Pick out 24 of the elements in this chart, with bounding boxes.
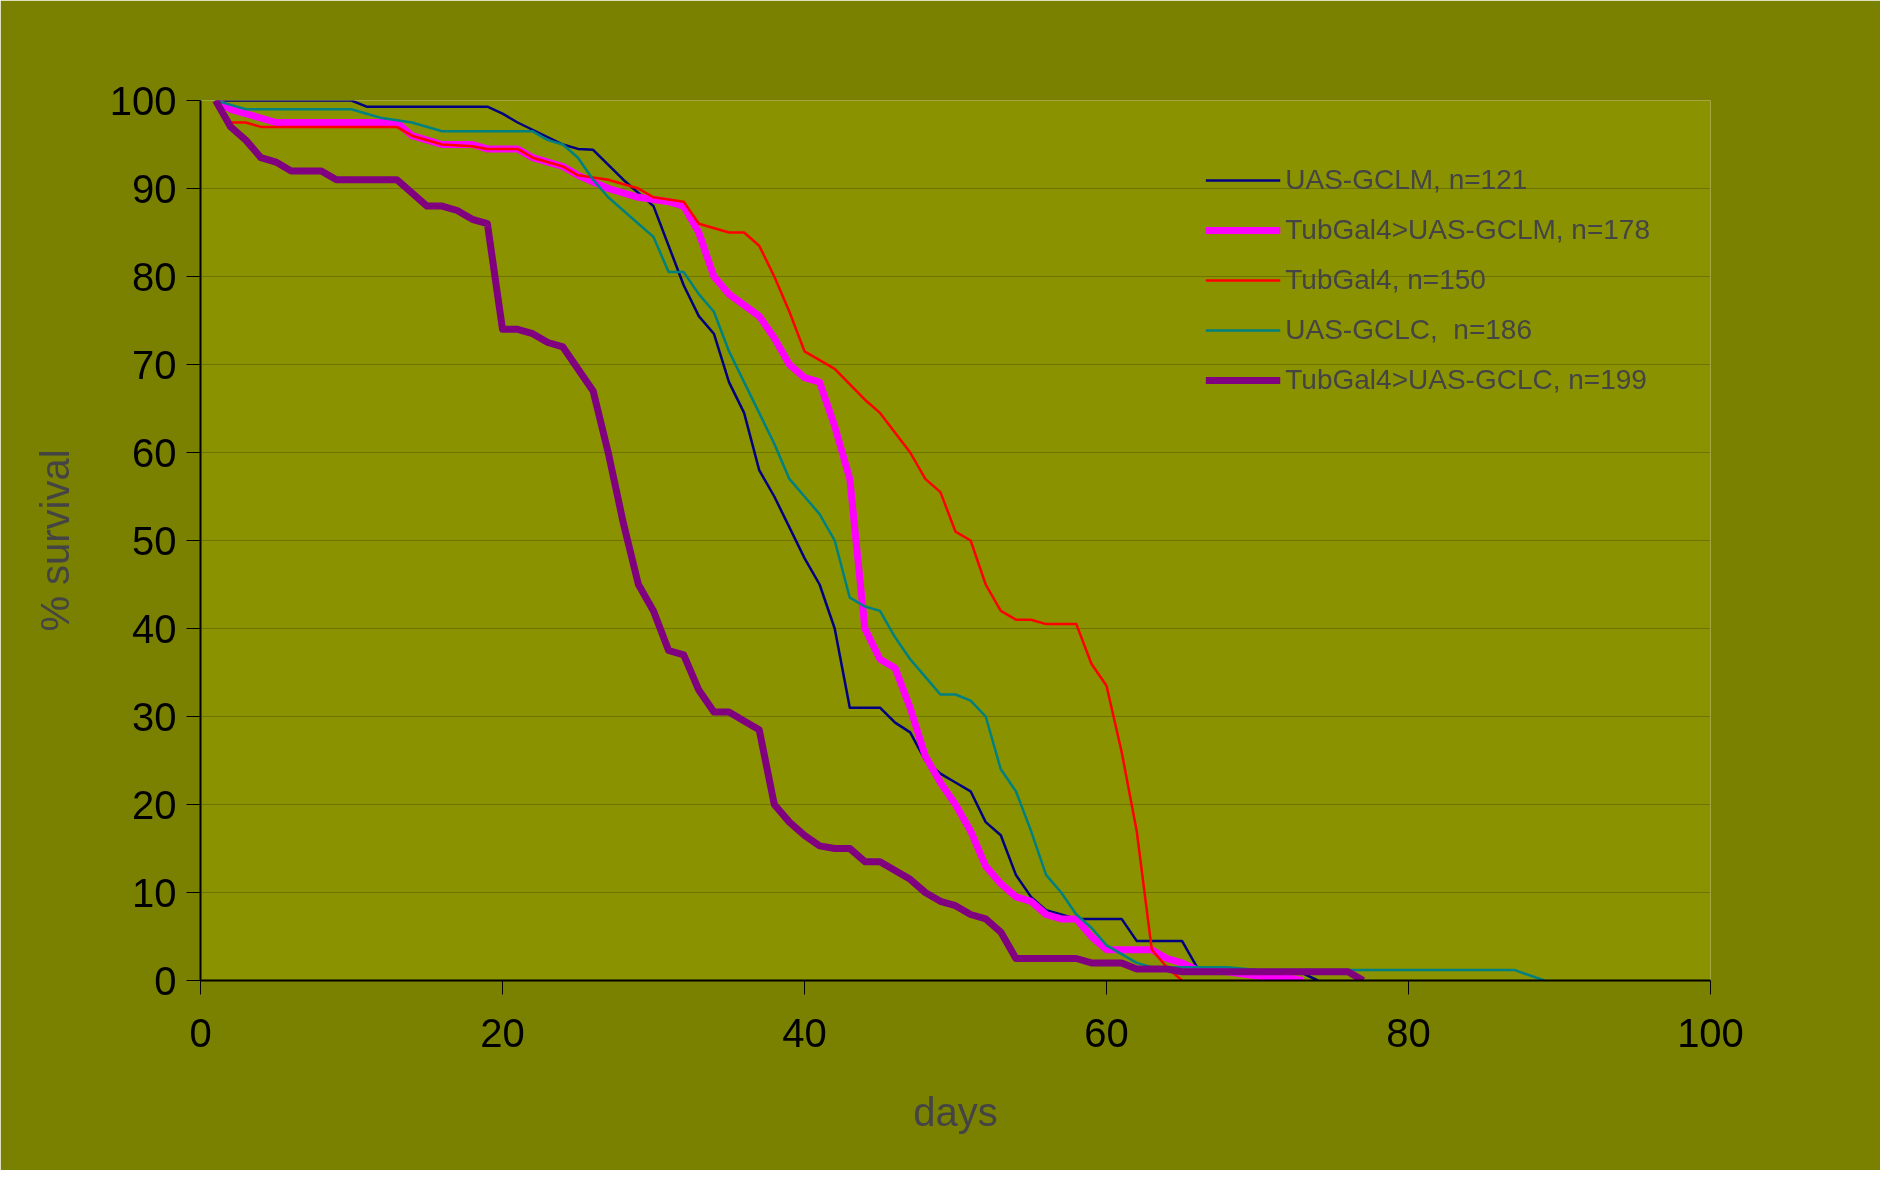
y-tick-label: 90 bbox=[132, 166, 177, 211]
x-tick-label: 20 bbox=[480, 1010, 525, 1055]
y-tick-label: 0 bbox=[154, 958, 177, 1003]
x-tick-label: 100 bbox=[1677, 1010, 1744, 1055]
y-tick-label: 20 bbox=[132, 782, 177, 827]
legend-label: TubGal4>UAS-GCLC, n=199 bbox=[1285, 363, 1647, 397]
y-tick-label: 50 bbox=[132, 518, 177, 563]
x-tick-label: 60 bbox=[1084, 1010, 1129, 1055]
y-axis-title: % survival bbox=[32, 449, 77, 632]
y-tick-label: 10 bbox=[132, 870, 177, 915]
legend-label: TubGal4, n=150 bbox=[1285, 263, 1486, 297]
y-tick-label: 70 bbox=[132, 342, 177, 387]
legend-label: UAS-GCLM, n=121 bbox=[1285, 163, 1528, 197]
x-tick-label: 0 bbox=[189, 1010, 212, 1055]
legend-label: UAS-GCLC, n=186 bbox=[1285, 313, 1532, 347]
y-tick-label: 60 bbox=[132, 430, 177, 475]
legend-label: TubGal4>UAS-GCLM, n=178 bbox=[1285, 213, 1650, 247]
y-tick-label: 30 bbox=[132, 694, 177, 739]
y-tick-label: 80 bbox=[132, 254, 177, 299]
x-tick-label: 80 bbox=[1386, 1010, 1431, 1055]
x-tick-label: 40 bbox=[782, 1010, 827, 1055]
y-tick-label: 100 bbox=[109, 78, 177, 123]
y-tick-label: 40 bbox=[132, 606, 177, 651]
x-axis-title: days bbox=[913, 1089, 998, 1134]
